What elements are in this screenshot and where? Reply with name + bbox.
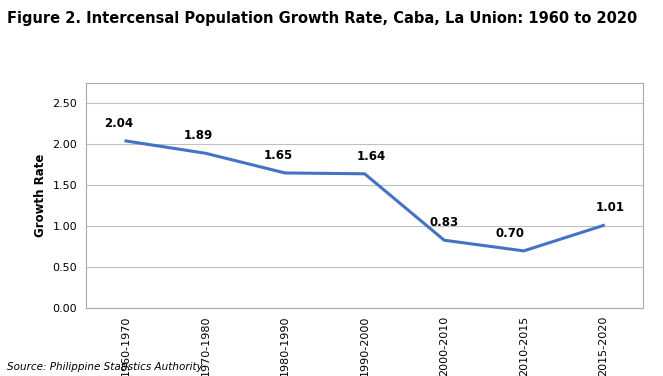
Text: 1.89: 1.89 — [184, 129, 213, 142]
Y-axis label: Growth Rate: Growth Rate — [34, 154, 47, 237]
Text: 1.64: 1.64 — [357, 150, 387, 163]
Text: Source: Philippine Statistics Authority: Source: Philippine Statistics Authority — [7, 362, 202, 372]
Text: 2.04: 2.04 — [105, 117, 133, 130]
Text: 1.01: 1.01 — [596, 202, 625, 214]
Text: 0.70: 0.70 — [495, 227, 524, 240]
Text: 0.83: 0.83 — [430, 216, 459, 229]
Text: 1.65: 1.65 — [263, 149, 293, 162]
Text: Figure 2. Intercensal Population Growth Rate, Caba, La Union: 1960 to 2020: Figure 2. Intercensal Population Growth … — [7, 11, 637, 26]
